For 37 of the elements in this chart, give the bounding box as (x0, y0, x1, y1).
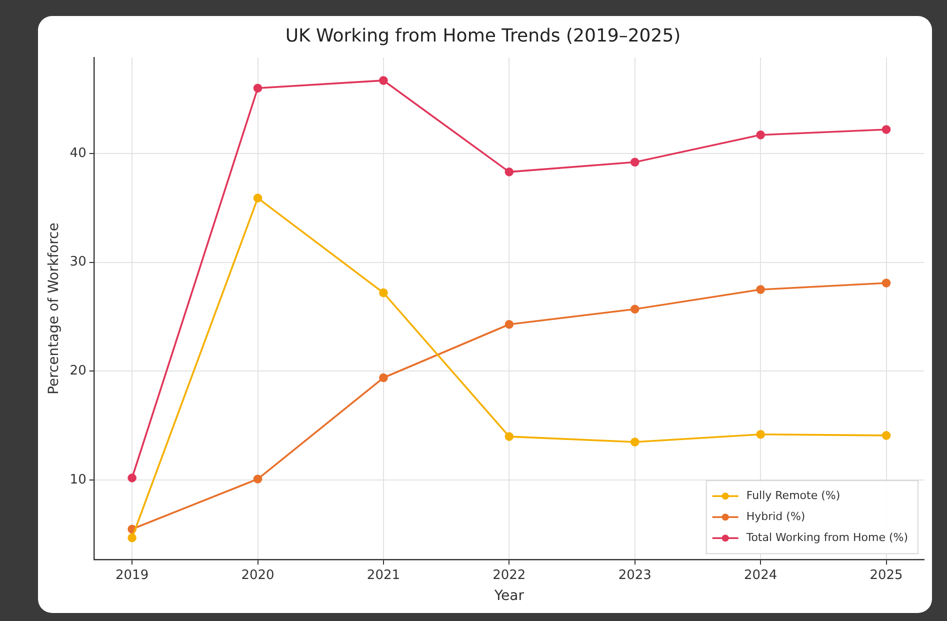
y-axis-title: Percentage of Workforce (46, 222, 62, 395)
point (504, 432, 514, 441)
legend-label: Fully Remote (%) (746, 488, 840, 502)
y-tick-label: 20 (70, 364, 86, 379)
point (253, 474, 262, 484)
point (128, 474, 136, 482)
point (630, 304, 640, 314)
point (504, 320, 514, 329)
chart-title: UK Working from Home Trends (2019–2025) (285, 25, 681, 46)
y-tick-label: 40 (70, 146, 86, 161)
x-tick-label: 2022 (492, 568, 526, 583)
point (882, 125, 891, 134)
point (379, 76, 388, 85)
point (253, 84, 262, 92)
point (756, 130, 765, 140)
x-axis-title: Year (493, 588, 524, 604)
y-tick-label: 30 (70, 254, 86, 270)
point (882, 431, 891, 440)
x-tick-label: 2019 (116, 568, 149, 583)
point (882, 278, 891, 288)
legend-label: Hybrid (%) (746, 510, 806, 523)
point (756, 285, 765, 294)
x-tick-label: 2025 (870, 568, 903, 583)
x-tick-label: 2023 (618, 568, 652, 583)
point (630, 438, 640, 446)
point (253, 194, 262, 202)
point (379, 288, 388, 298)
x-tick-label: 2021 (366, 568, 400, 583)
point (756, 430, 765, 439)
point (379, 373, 388, 382)
point (504, 168, 514, 176)
x-tick-label: 2020 (241, 568, 274, 583)
x-tick-label: 2024 (744, 568, 778, 583)
legend-label: Total Working from Home (%) (745, 530, 908, 544)
y-tick-label: 10 (70, 472, 86, 488)
point (630, 158, 640, 167)
point (128, 533, 136, 542)
